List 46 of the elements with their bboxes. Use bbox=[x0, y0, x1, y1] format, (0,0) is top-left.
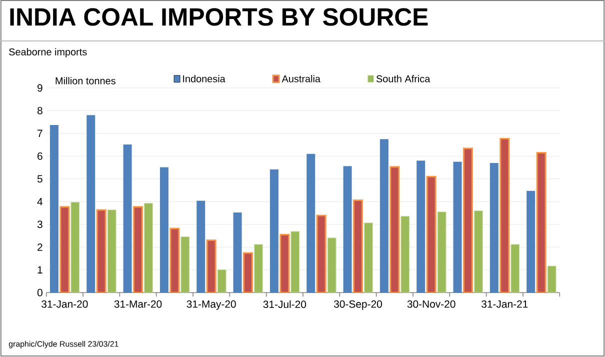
y-tick-label: 2 bbox=[38, 244, 42, 251]
bar bbox=[453, 162, 462, 293]
y-tick-label: 4 bbox=[37, 198, 43, 206]
y-tick-label: 8 bbox=[37, 107, 42, 115]
bar bbox=[144, 203, 154, 293]
y-tick-label: 9 bbox=[38, 84, 42, 92]
y-axis-title: Million tonnes bbox=[56, 77, 116, 85]
bar bbox=[510, 244, 520, 293]
legend-label: Indonesia bbox=[183, 75, 226, 83]
bar bbox=[380, 139, 388, 293]
y-tick-label: 6 bbox=[38, 152, 42, 160]
chart-subtitle: Seaborne imports bbox=[9, 48, 87, 58]
x-tick-label: 31-Jan-20 bbox=[42, 300, 88, 308]
bar bbox=[50, 125, 58, 293]
y-tick-label: 3 bbox=[37, 220, 42, 228]
bar bbox=[160, 168, 168, 293]
bar bbox=[254, 244, 264, 293]
bar bbox=[270, 170, 278, 293]
bar bbox=[123, 144, 132, 293]
legend-label: Australia bbox=[282, 75, 320, 83]
bar bbox=[70, 202, 80, 293]
bar bbox=[364, 222, 374, 293]
bar bbox=[233, 212, 242, 293]
bar bbox=[196, 200, 206, 293]
bar bbox=[290, 231, 300, 293]
bar bbox=[306, 154, 316, 293]
y-tick-label: 7 bbox=[38, 130, 42, 138]
bar bbox=[180, 236, 190, 293]
bar bbox=[343, 166, 352, 293]
x-tick-label: 30-Nov-20 bbox=[407, 300, 456, 308]
y-tick-label: 1 bbox=[38, 266, 42, 274]
bar bbox=[490, 163, 498, 293]
y-tick-label: 5 bbox=[37, 175, 42, 183]
x-tick-label: 31-Jan-21 bbox=[482, 300, 528, 308]
y-tick-label: 0 bbox=[37, 289, 42, 297]
bar bbox=[526, 191, 536, 293]
bar bbox=[474, 210, 484, 293]
x-tick-label: 30-Sep-20 bbox=[334, 300, 382, 310]
bar bbox=[86, 115, 96, 293]
bar bbox=[400, 216, 410, 293]
x-tick-label: 31-May-20 bbox=[186, 300, 236, 310]
x-tick-label: 31-Mar-20 bbox=[114, 300, 162, 308]
x-tick-label: 31-Jul-20 bbox=[263, 300, 306, 308]
bar bbox=[416, 160, 426, 293]
chart-title: INDIA COAL IMPORTS BY SOURCE bbox=[10, 8, 428, 26]
legend-label: South Africa bbox=[376, 75, 430, 83]
